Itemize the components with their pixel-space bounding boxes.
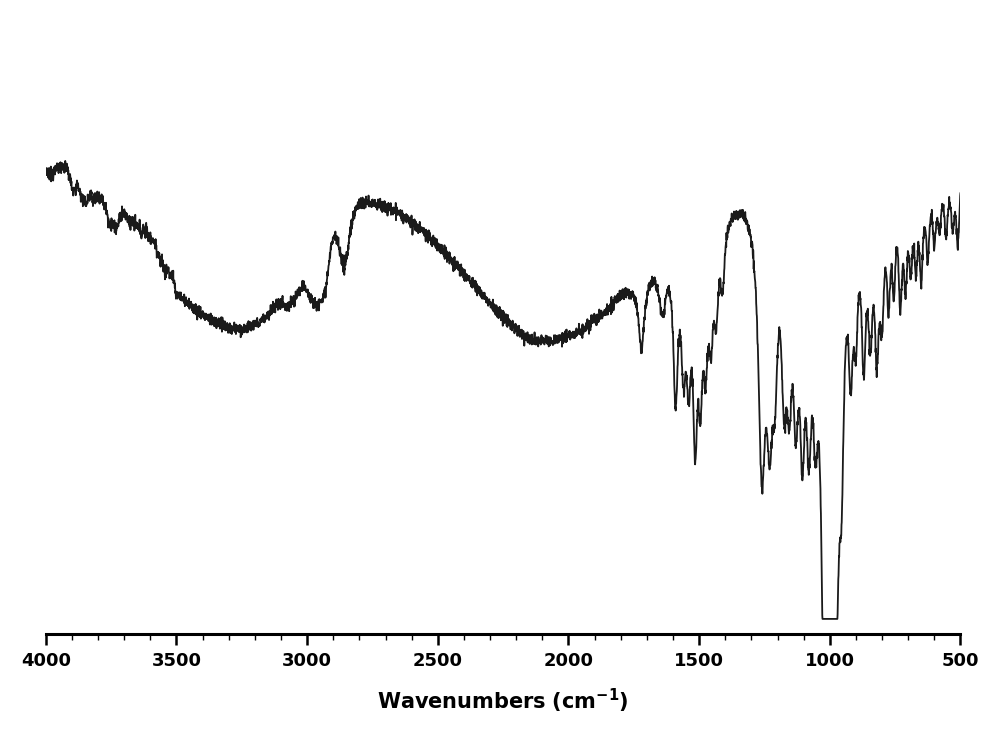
X-axis label: $\mathbf{Wavenumbers\ (cm^{-1})}$: $\mathbf{Wavenumbers\ (cm^{-1})}$ [377, 687, 629, 715]
